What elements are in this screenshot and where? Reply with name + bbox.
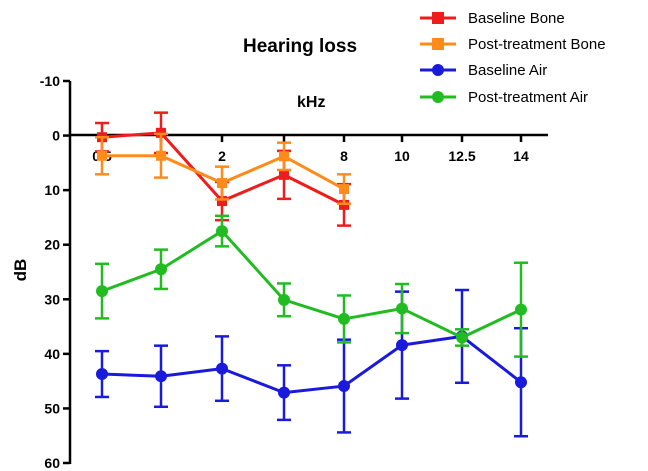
data-point — [155, 263, 167, 276]
y-tick-label: 0 — [52, 128, 60, 144]
data-point — [339, 184, 349, 195]
data-point — [278, 293, 290, 306]
legend-label: Post-treatment Bone — [468, 36, 606, 53]
y-tick-label: 30 — [44, 291, 60, 307]
legend-marker — [432, 91, 444, 103]
axes: -1001020304050600.52481012.514 — [40, 73, 548, 471]
data-point — [96, 368, 108, 381]
legend-item: Post-treatment Bone — [420, 36, 606, 53]
y-tick-label: 60 — [44, 455, 60, 471]
data-point — [279, 169, 289, 180]
data-point — [217, 178, 227, 189]
data-point — [456, 331, 468, 344]
y-tick-label: 40 — [44, 346, 60, 362]
data-point — [217, 196, 227, 207]
series-layer — [95, 111, 528, 438]
legend-item: Baseline Air — [420, 62, 547, 79]
y-axis-label: dB — [11, 259, 30, 282]
series-post-treatment-air — [95, 214, 528, 358]
data-point — [216, 362, 228, 375]
legend-marker — [432, 64, 444, 76]
legend: Baseline Bone Post-treatment Bone Baseline… — [420, 10, 606, 106]
data-point — [216, 225, 228, 238]
series-post-treatment-bone — [95, 132, 351, 206]
data-point — [396, 302, 408, 315]
x-tick-label: 2 — [218, 148, 226, 164]
series-line — [101, 229, 522, 339]
legend-item: Baseline Bone — [420, 10, 565, 27]
x-tick-label: 8 — [340, 148, 348, 164]
data-point — [97, 150, 107, 161]
x-tick-label: 10 — [394, 148, 410, 164]
x-axis-label: kHz — [297, 94, 325, 111]
data-point — [96, 285, 108, 298]
x-tick-label: 14 — [513, 148, 529, 164]
legend-label: Baseline Bone — [468, 10, 565, 27]
data-point — [396, 339, 408, 352]
data-point — [338, 380, 350, 393]
x-tick-label: 12.5 — [448, 148, 475, 164]
y-tick-label: 20 — [44, 237, 60, 253]
legend-marker — [432, 12, 444, 24]
y-tick-label: 50 — [44, 400, 60, 416]
legend-item: Post-treatment Air — [420, 89, 588, 106]
data-point — [515, 376, 527, 389]
legend-label: Baseline Air — [468, 62, 547, 79]
data-point — [515, 303, 527, 316]
legend-label: Post-treatment Air — [468, 89, 588, 106]
data-point — [279, 151, 289, 162]
series-line — [101, 334, 522, 395]
chart-title: Hearing loss — [243, 36, 357, 57]
y-tick-label: 10 — [44, 182, 60, 198]
data-point — [338, 312, 350, 325]
data-point — [278, 386, 290, 399]
y-tick-label: -10 — [40, 73, 60, 89]
legend-marker — [432, 38, 444, 50]
data-point — [156, 150, 166, 161]
series-baseline-air — [95, 288, 528, 438]
data-point — [155, 370, 167, 383]
